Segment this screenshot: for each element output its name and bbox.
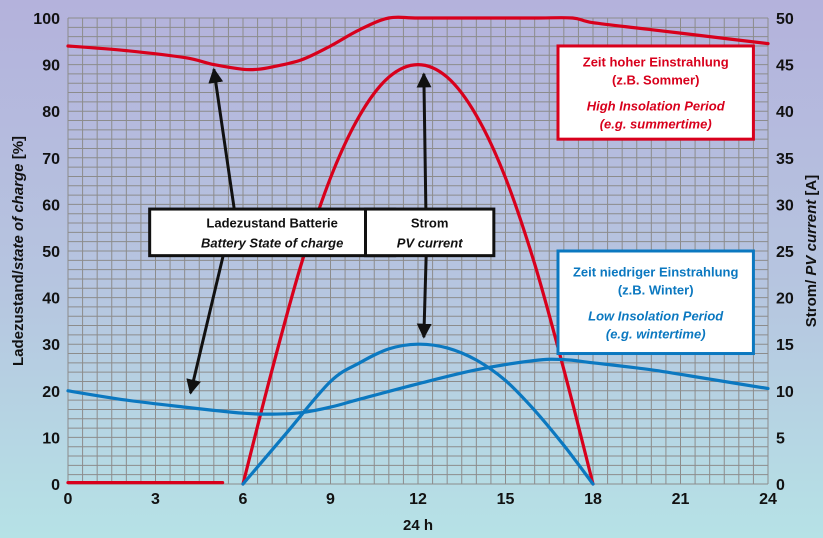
y-axis-label-right: Strom/ PV current [A] [803, 175, 820, 328]
annotation-text: PV current [397, 235, 463, 250]
annotation-arrow [416, 255, 432, 339]
y-tick-label-right: 15 [776, 337, 794, 354]
x-tick-label: 21 [672, 491, 690, 508]
series-line-4 [241, 342, 595, 486]
y-tick-label-right: 20 [776, 291, 794, 308]
annotation-text: (z.B. Sommer) [612, 73, 699, 88]
series-line-0 [66, 15, 770, 72]
annotation-box [148, 207, 397, 258]
y-tick-label-left: 30 [42, 337, 60, 354]
y-tick-label-left: 100 [33, 11, 60, 28]
annotation-text: (e.g. summertime) [600, 117, 712, 132]
y-tick-label-left: 50 [42, 244, 60, 261]
y-tick-label-left: 60 [42, 197, 60, 214]
x-tick-label: 3 [151, 491, 160, 508]
y-tick-label-left: 40 [42, 291, 60, 308]
x-tick-label: 15 [497, 491, 515, 508]
annotation-arrow [416, 72, 432, 210]
y-tick-label-left: 0 [51, 477, 60, 494]
series-line-3 [66, 357, 770, 416]
annotation-arrow [208, 67, 236, 210]
annotation-text: (e.g. wintertime) [606, 326, 706, 341]
annotation-box [556, 249, 755, 356]
y-tick-label-right: 30 [776, 197, 794, 214]
x-tick-label: 9 [326, 491, 335, 508]
x-tick-label: 18 [584, 491, 602, 508]
box-high-insolation: Zeit hoher Einstrahlung (z.B. Sommer) High… [556, 44, 755, 141]
annotation-text: Battery State of charge [201, 235, 343, 250]
x-tick-label: 12 [409, 491, 427, 508]
y-tick-label-right: 5 [776, 430, 785, 447]
y-tick-label-left: 70 [42, 151, 60, 168]
y-axis-label-left: Ladezustand/state of charge [%] [10, 136, 27, 366]
y-tick-label-right: 10 [776, 384, 794, 401]
annotation-text: Zeit niedriger Einstrahlung [573, 264, 738, 279]
box-pv-current: Strom PV current [364, 72, 496, 339]
y-tick-label-right: 35 [776, 151, 794, 168]
y-tick-label-right: 50 [776, 11, 794, 28]
y-tick-label-right: 40 [776, 104, 794, 121]
annotations: Ladezustand Batterie Battery State of cha… [148, 44, 755, 395]
annotation-text: High Insolation Period [587, 99, 726, 114]
series-line-2 [241, 62, 595, 486]
annotation-box [364, 207, 496, 258]
y-tick-label-right: 25 [776, 244, 794, 261]
annotation-arrow [186, 255, 225, 395]
annotation-text: (z.B. Winter) [618, 282, 694, 297]
annotation-text: Zeit hoher Einstrahlung [583, 55, 729, 70]
box-battery-soc: Ladezustand Batterie Battery State of cha… [148, 67, 397, 395]
box-low-insolation: Zeit niedriger Einstrahlung (z.B. Winter)… [556, 249, 755, 356]
annotation-box [556, 44, 755, 141]
x-axis-label: 24 h [403, 517, 433, 534]
y-tick-label-right: 45 [776, 58, 794, 75]
y-tick-label-left: 10 [42, 430, 60, 447]
y-tick-label-left: 80 [42, 104, 60, 121]
x-tick-labels: 0 3 6 9 12 15 18 21 24 [64, 491, 777, 508]
x-tick-label: 6 [239, 491, 248, 508]
y-tick-label-left: 20 [42, 384, 60, 401]
x-tick-label: 0 [64, 491, 73, 508]
x-tick-label: 24 [759, 491, 777, 508]
y-tick-label-left: 90 [42, 58, 60, 75]
annotation-text: Strom [411, 215, 449, 230]
left-tick-labels: 0 10 20 30 40 50 60 70 80 90 100 [33, 11, 60, 494]
annotation-text: Low Insolation Period [588, 308, 724, 323]
y-tick-label-right: 0 [776, 477, 785, 494]
right-tick-labels: 0 5 10 15 20 25 30 35 40 45 50 [776, 11, 794, 494]
annotation-text: Ladezustand Batterie [206, 215, 337, 230]
series-lines [66, 15, 770, 486]
